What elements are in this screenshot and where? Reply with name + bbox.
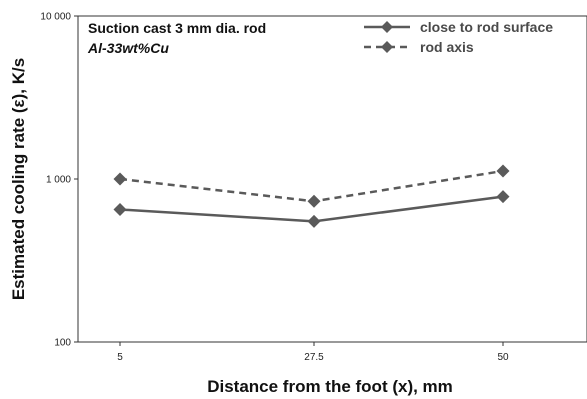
legend-label-axis: rod axis <box>420 39 474 55</box>
data-point-axis-0 <box>113 172 127 186</box>
data-point-surface-0 <box>113 202 127 216</box>
legend-label-surface: close to rod surface <box>420 19 553 35</box>
x-tick-label: 27.5 <box>304 352 324 363</box>
annotation-title: Suction cast 3 mm dia. rod <box>88 20 266 36</box>
legend-marker-axis <box>381 41 393 53</box>
annotation-alloy: Al-33wt%Cu <box>87 40 169 56</box>
y-axis-label: Estimated cooling rate (ε), K/s <box>9 58 28 300</box>
legend-marker-surface <box>381 21 393 33</box>
data-point-axis-1 <box>307 194 321 208</box>
x-tick-label: 50 <box>497 352 509 363</box>
legend: close to rod surface rod axis <box>364 19 553 55</box>
plot-area <box>77 15 587 343</box>
x-axis-label: Distance from the foot (x), mm <box>207 377 453 396</box>
y-tick-label: 100 <box>54 338 71 349</box>
y-tick-label: 10 000 <box>40 12 71 23</box>
series-line-axis <box>119 169 504 203</box>
data-point-axis-2 <box>496 164 510 178</box>
y-tick-label: 1 000 <box>46 175 71 186</box>
x-axis-ticks: 5 27.5 50 <box>117 342 509 363</box>
series-layer <box>113 164 510 228</box>
y-axis-ticks: 100 1 000 10 000 <box>40 12 78 349</box>
data-point-surface-1 <box>307 214 321 228</box>
data-point-surface-2 <box>496 190 510 204</box>
x-tick-label: 5 <box>117 352 123 363</box>
